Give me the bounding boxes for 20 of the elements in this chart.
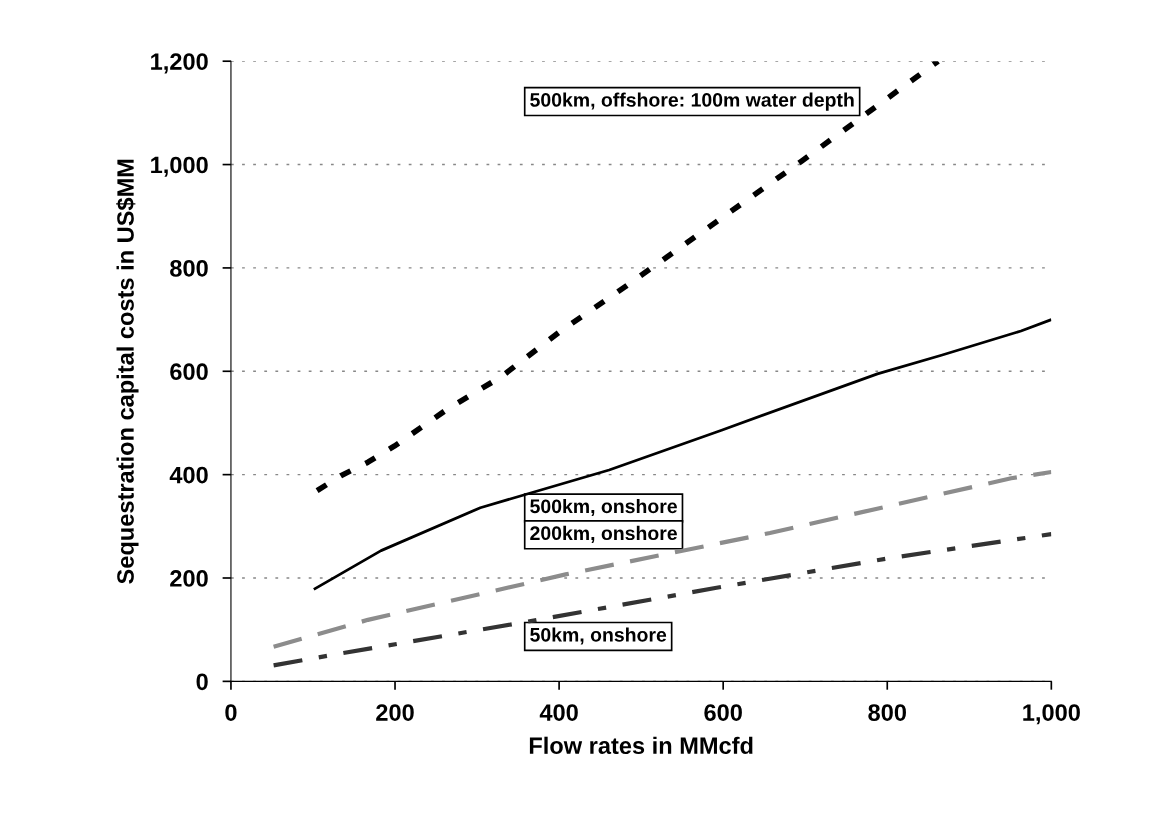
y-tick-label: 400 [169, 466, 208, 484]
x-axis-title: Flow rates in MMcfd [529, 736, 753, 755]
series-label: 50km, onshore [530, 627, 667, 645]
x-tick-label: 400 [539, 704, 578, 721]
x-tick-label: 0 [225, 704, 237, 721]
x-tick-label: 1,000 [1023, 704, 1080, 725]
series-label: 200km, onshore [530, 525, 677, 543]
line-series [312, 318, 1052, 591]
y-tick-label: 0 [196, 673, 208, 691]
y-tick-label: 600 [170, 363, 208, 381]
x-tick-label: 800 [868, 704, 906, 721]
x-tick-label: 200 [376, 704, 414, 721]
y-axis-title: Sequestration capital costs in US$MM [116, 159, 139, 584]
x-tick-label: 600 [704, 704, 742, 721]
y-tick-label: 1,000 [151, 156, 208, 177]
series-label: 500km, onshore [530, 498, 677, 517]
series-label: 500km, offshore: 100m water depth [530, 92, 854, 111]
y-tick-label: 200 [170, 570, 208, 587]
y-tick-label: 800 [170, 259, 208, 277]
y-tick-label: 1,200 [151, 53, 208, 74]
